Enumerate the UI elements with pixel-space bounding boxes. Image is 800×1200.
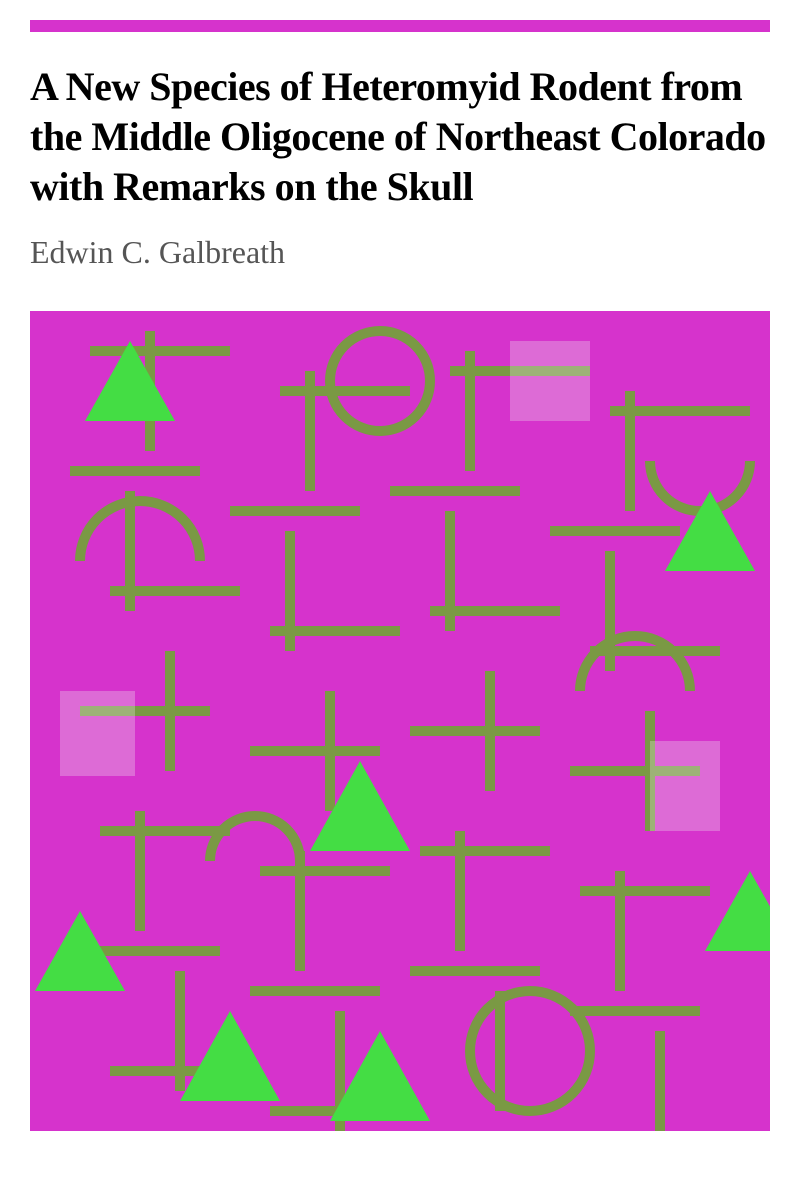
book-cover: A New Species of Heteromyid Rodent from … (0, 0, 800, 1200)
book-title: A New Species of Heteromyid Rodent from … (30, 62, 770, 212)
cover-artwork (30, 311, 770, 1131)
top-accent-bar (30, 20, 770, 32)
book-author: Edwin C. Galbreath (30, 234, 770, 271)
abstract-pattern-svg (30, 311, 770, 1131)
